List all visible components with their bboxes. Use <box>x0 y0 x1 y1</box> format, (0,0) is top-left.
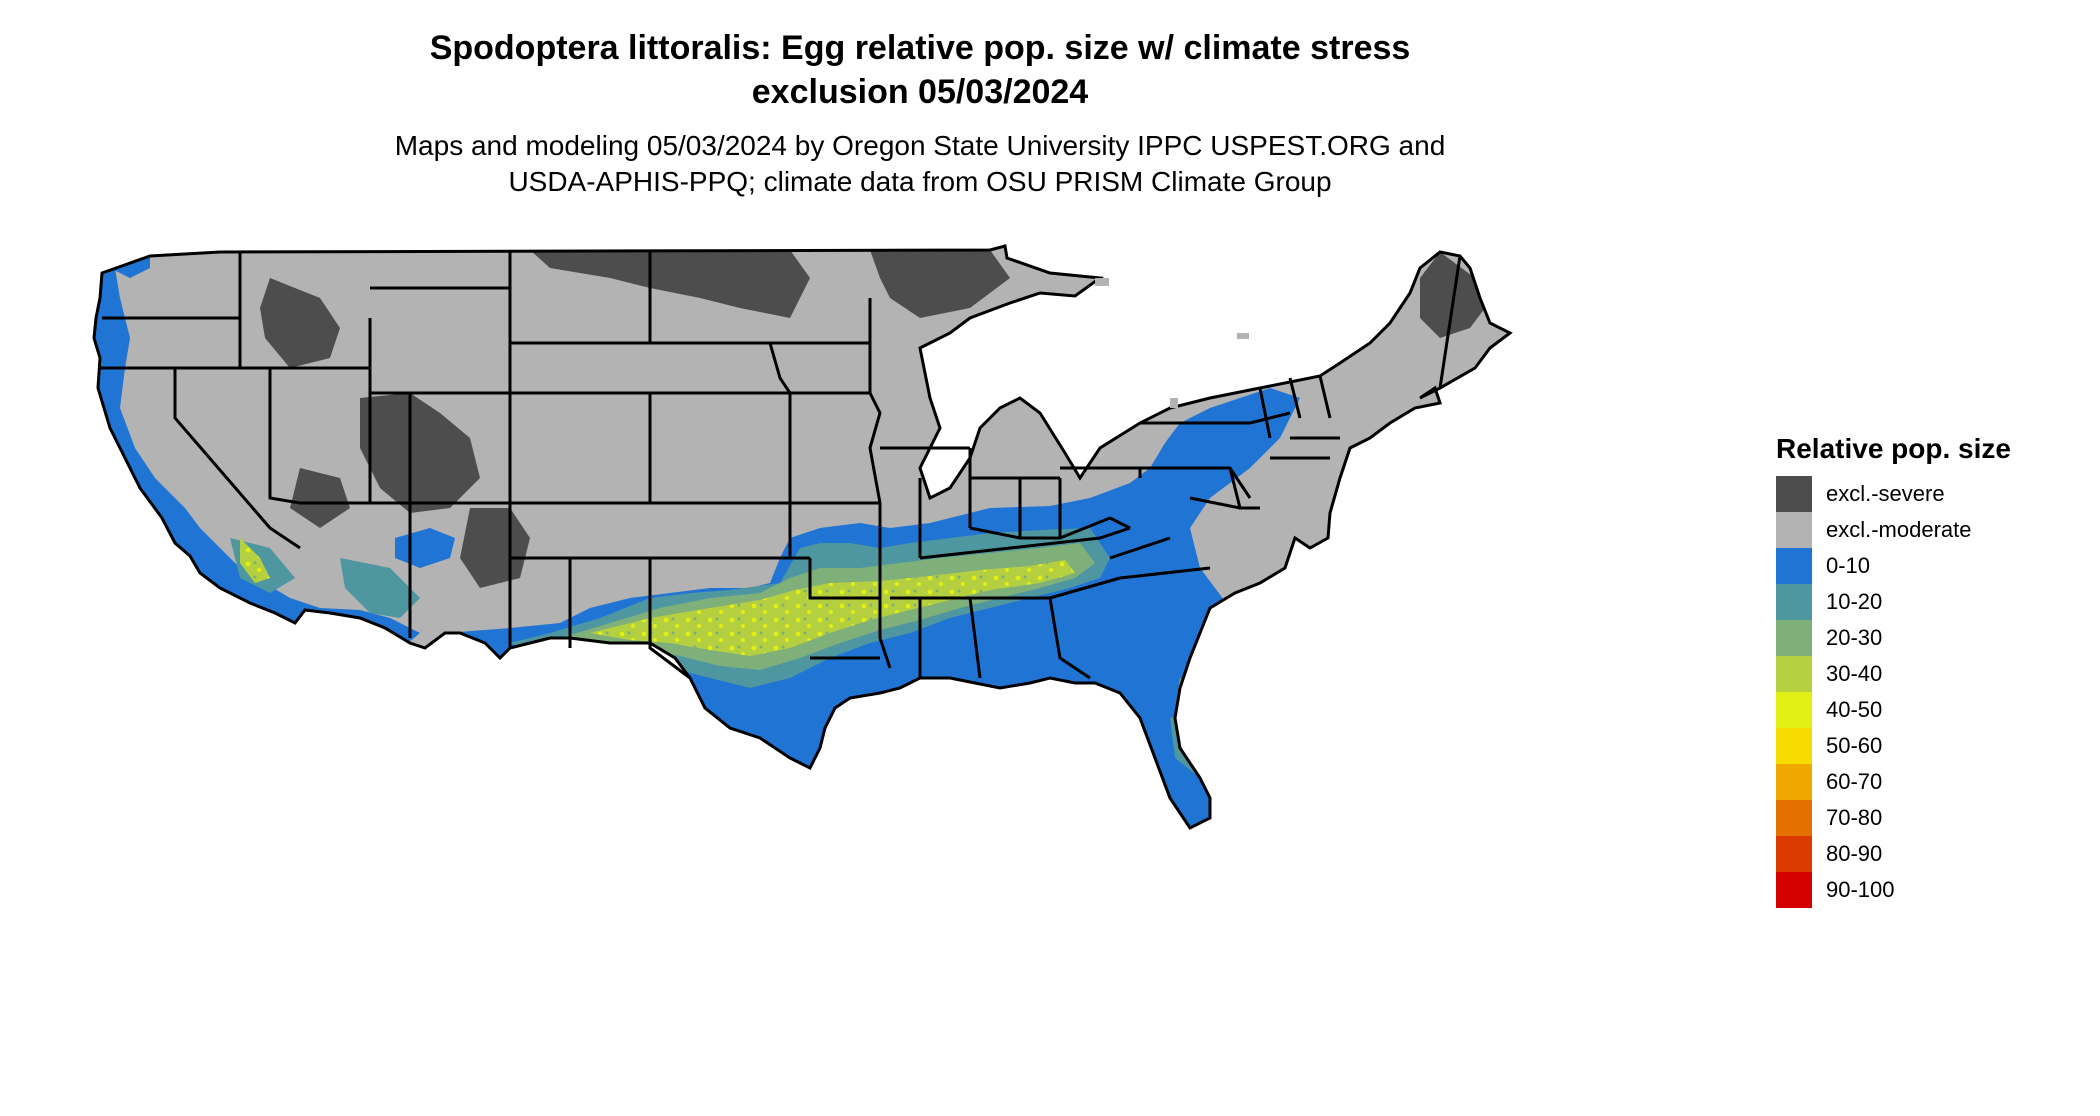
legend-swatch <box>1776 800 1812 836</box>
legend-item: 80-90 <box>1776 836 2011 872</box>
legend-swatch <box>1776 512 1812 548</box>
legend-swatch <box>1776 764 1812 800</box>
legend-label: 90-100 <box>1826 877 1895 902</box>
legend-label: excl.-severe <box>1826 481 1945 506</box>
legend-swatch <box>1776 728 1812 764</box>
legend-swatch <box>1776 872 1812 908</box>
legend-label: 50-60 <box>1826 733 1883 758</box>
legend-label: 70-80 <box>1826 805 1883 830</box>
legend-title: Relative pop. size <box>1776 433 2011 464</box>
legend-rows: excl.-severe excl.-moderate 0-10 10-20 20-30… <box>1776 476 2011 908</box>
legend-item: 90-100 <box>1776 872 2011 908</box>
legend-label: 10-20 <box>1826 589 1883 614</box>
legend-label: excl.-moderate <box>1826 517 1972 542</box>
legend: Relative pop. size excl.-severe excl.-mod… <box>1776 432 2011 908</box>
legend-label: 20-30 <box>1826 625 1883 650</box>
legend-swatch <box>1776 584 1812 620</box>
legend-item: 70-80 <box>1776 800 2011 836</box>
legend-swatch <box>1776 548 1812 584</box>
legend-swatch <box>1776 836 1812 872</box>
legend-item: 0-10 <box>1776 548 2011 584</box>
legend-item: 60-70 <box>1776 764 2011 800</box>
legend-item: 10-20 <box>1776 584 2011 620</box>
legend-swatch <box>1776 476 1812 512</box>
legend-swatch <box>1776 692 1812 728</box>
map-subtitle-line-1: Maps and modeling 05/03/2024 by Oregon S… <box>394 130 1446 161</box>
small-islands <box>1095 278 1249 408</box>
legend-item: 40-50 <box>1776 692 2011 728</box>
legend-item: excl.-severe <box>1776 476 2011 512</box>
legend-label: 80-90 <box>1826 841 1883 866</box>
severe-exclusion-areas <box>145 250 1485 588</box>
legend-swatch <box>1776 656 1812 692</box>
us-population-map <box>92 244 1513 830</box>
map-title: Spodoptera littoralis: Egg relative pop.… <box>0 26 1840 114</box>
legend-label: 30-40 <box>1826 661 1883 686</box>
legend-label: 0-10 <box>1826 553 1871 578</box>
legend-label: 60-70 <box>1826 769 1883 794</box>
legend-swatch <box>1776 620 1812 656</box>
state-borders <box>92 244 1513 830</box>
legend-item: 30-40 <box>1776 656 2011 692</box>
legend-item: 20-30 <box>1776 620 2011 656</box>
legend-item: excl.-moderate <box>1776 512 2011 548</box>
legend-item: 50-60 <box>1776 728 2011 764</box>
map-subtitle-line-2: USDA-APHIS-PPQ; climate data from OSU PR… <box>508 166 1332 197</box>
map-title-line-2: exclusion 05/03/2024 <box>751 73 1089 111</box>
map-subtitle: Maps and modeling 05/03/2024 by Oregon S… <box>0 128 1840 200</box>
legend-label: 40-50 <box>1826 697 1883 722</box>
map-title-line-1: Spodoptera littoralis: Egg relative pop.… <box>429 29 1411 67</box>
